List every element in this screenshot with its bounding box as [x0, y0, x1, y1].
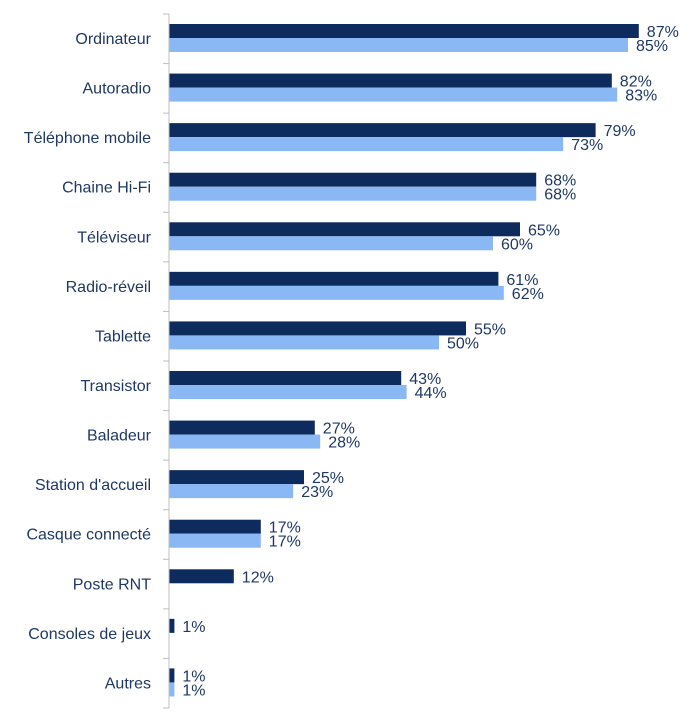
data-label: 27%	[323, 421, 355, 438]
bar-series-1	[169, 668, 175, 683]
data-label: 68%	[544, 173, 576, 190]
category-label: Téléviseur	[77, 229, 151, 246]
category-label: Téléphone mobile	[24, 130, 151, 147]
bar-series-1	[169, 569, 234, 584]
bar-series-2	[169, 335, 439, 350]
bar-series-1	[169, 321, 466, 336]
category-label: Autoradio	[83, 81, 152, 98]
data-label: 12%	[242, 569, 274, 586]
bar-series-2	[169, 434, 321, 449]
category-label: Ordinateur	[75, 31, 151, 48]
category-label: Radio-réveil	[66, 279, 151, 296]
category-label: Autres	[105, 675, 151, 692]
category-label: Transistor	[80, 378, 151, 395]
data-label: 82%	[620, 74, 652, 91]
data-label: 43%	[409, 371, 441, 388]
category-label: Casque connecté	[26, 527, 151, 544]
data-label: 50%	[447, 335, 479, 352]
data-label: 83%	[625, 88, 657, 105]
bar-series-1	[169, 420, 315, 435]
category-label: Baladeur	[87, 428, 152, 445]
data-label: 44%	[415, 385, 447, 402]
bar-series-1	[169, 371, 402, 385]
bar-series-2	[169, 533, 261, 548]
bar-series-1	[169, 73, 612, 88]
category-label: Station d'accueil	[35, 477, 151, 494]
category-label: Poste RNT	[73, 576, 151, 593]
category-label: Consoles de jeux	[28, 626, 151, 643]
bar-series-1	[169, 123, 596, 138]
data-label: 73%	[571, 137, 603, 154]
data-label: 17%	[269, 520, 301, 537]
bar-series-2	[169, 484, 294, 499]
data-label: 25%	[312, 470, 344, 487]
bar-series-1	[169, 618, 175, 633]
data-label: 65%	[528, 222, 560, 239]
bar-series-2	[169, 137, 564, 152]
data-label: 55%	[474, 321, 506, 338]
data-label: 60%	[501, 236, 533, 253]
data-label: 1%	[182, 619, 205, 636]
bar-series-2	[169, 87, 618, 102]
data-label: 1%	[182, 668, 205, 685]
data-label: 79%	[604, 123, 636, 140]
bar-series-1	[169, 271, 499, 286]
data-label: 62%	[512, 286, 544, 303]
data-label: 61%	[506, 272, 538, 289]
data-label: 1%	[182, 682, 205, 699]
category-label: Tablette	[95, 328, 151, 345]
bar-series-1	[169, 470, 304, 485]
data-label: 17%	[269, 534, 301, 551]
data-label: 23%	[301, 484, 333, 501]
bar-series-1	[169, 172, 537, 187]
bar-series-2	[169, 385, 407, 399]
bar-series-2	[169, 682, 175, 697]
data-label: 85%	[636, 38, 668, 55]
bar-series-2	[169, 285, 504, 300]
bar-series-2	[169, 236, 493, 251]
data-label: 87%	[647, 24, 679, 41]
data-label: 68%	[544, 187, 576, 204]
bar-series-1	[169, 222, 520, 237]
data-label: 28%	[328, 435, 360, 452]
bar-series-2	[169, 186, 537, 201]
bar-series-2	[169, 38, 628, 52]
category-label: Chaine Hi-Fi	[62, 180, 151, 197]
bar-series-1	[169, 519, 261, 534]
bar-series-1	[169, 24, 639, 38]
plot-area: Ordinateur 87%85% Autoradio 82%83% Téléphone…	[24, 13, 679, 709]
